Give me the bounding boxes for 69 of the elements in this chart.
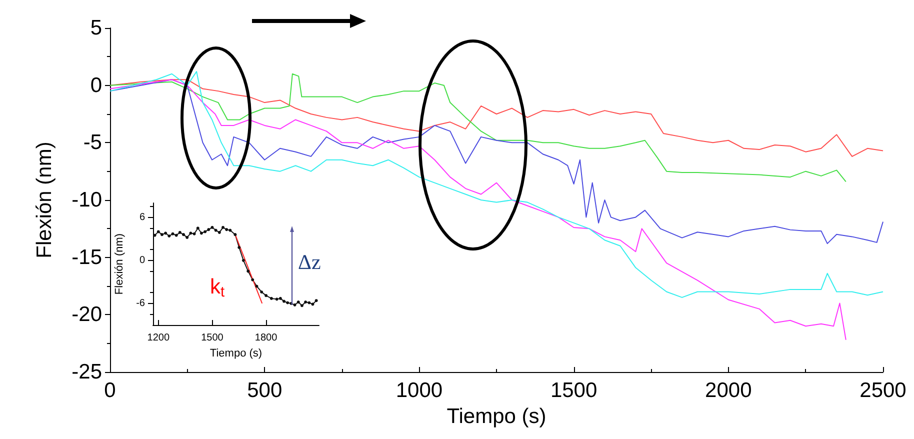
point [286, 301, 290, 304]
point [178, 230, 182, 234]
point [207, 228, 210, 232]
point [221, 226, 224, 229]
line-series [110, 79, 846, 340]
point [300, 304, 304, 308]
point [192, 232, 196, 236]
x-tick-label: 500 [247, 379, 282, 402]
point [242, 258, 245, 262]
point [218, 230, 221, 234]
point [314, 299, 318, 302]
y-tick-label: -20 [72, 303, 102, 326]
point [251, 278, 254, 282]
point [156, 230, 160, 234]
point [308, 301, 311, 304]
point [275, 298, 278, 301]
point [204, 230, 207, 234]
point [296, 300, 300, 304]
y-tick-label: -5 [83, 131, 102, 154]
x-axis-title: Tiempo (s) [210, 347, 262, 360]
point [260, 290, 264, 294]
line-series [110, 73, 846, 182]
x-tick-label: 1800 [254, 332, 278, 344]
y-axis-title: Flexión (nm) [114, 233, 126, 295]
point [196, 226, 200, 230]
point [278, 296, 282, 300]
y-tick-label: 0 [90, 74, 102, 97]
point [164, 232, 168, 235]
point [264, 294, 268, 298]
point [311, 302, 314, 306]
x-tick-label: 1500 [550, 379, 598, 402]
point [153, 234, 156, 237]
point [214, 228, 218, 232]
x-axis-title: Tiempo (s) [446, 404, 546, 428]
x-tick-label: 2500 [860, 379, 906, 402]
line-series [110, 79, 884, 157]
y-tick-label: 0 [139, 254, 146, 266]
point [182, 233, 186, 236]
point [225, 228, 228, 232]
point [246, 270, 250, 273]
x-tick-label: 1500 [201, 332, 224, 344]
y-tick-label: -10 [72, 188, 102, 212]
point [189, 232, 192, 235]
point [234, 233, 237, 236]
annotation: Δz [298, 250, 321, 274]
point [168, 234, 171, 238]
point [270, 296, 273, 300]
point [171, 232, 174, 236]
point [200, 232, 203, 235]
x-tick-label: 2000 [705, 379, 752, 402]
point [186, 236, 189, 239]
y-tick-label: -25 [72, 360, 102, 384]
point [160, 233, 164, 236]
y-tick-label: 6 [139, 212, 146, 223]
point [174, 234, 178, 237]
point [293, 303, 296, 306]
point [255, 284, 258, 288]
x-tick-label: 1000 [396, 379, 443, 402]
y-axis-title: Flexión (nm) [33, 142, 56, 258]
x-tick-label: 1200 [147, 332, 170, 344]
point [282, 300, 286, 303]
x-tick-label: 0 [104, 379, 116, 402]
line-series [110, 71, 884, 298]
point [238, 246, 241, 249]
point [210, 226, 214, 229]
point [304, 300, 308, 304]
y-tick-label: -6 [136, 298, 146, 309]
y-tick-label: 5 [90, 16, 102, 40]
y-tick-label: -15 [72, 246, 102, 269]
